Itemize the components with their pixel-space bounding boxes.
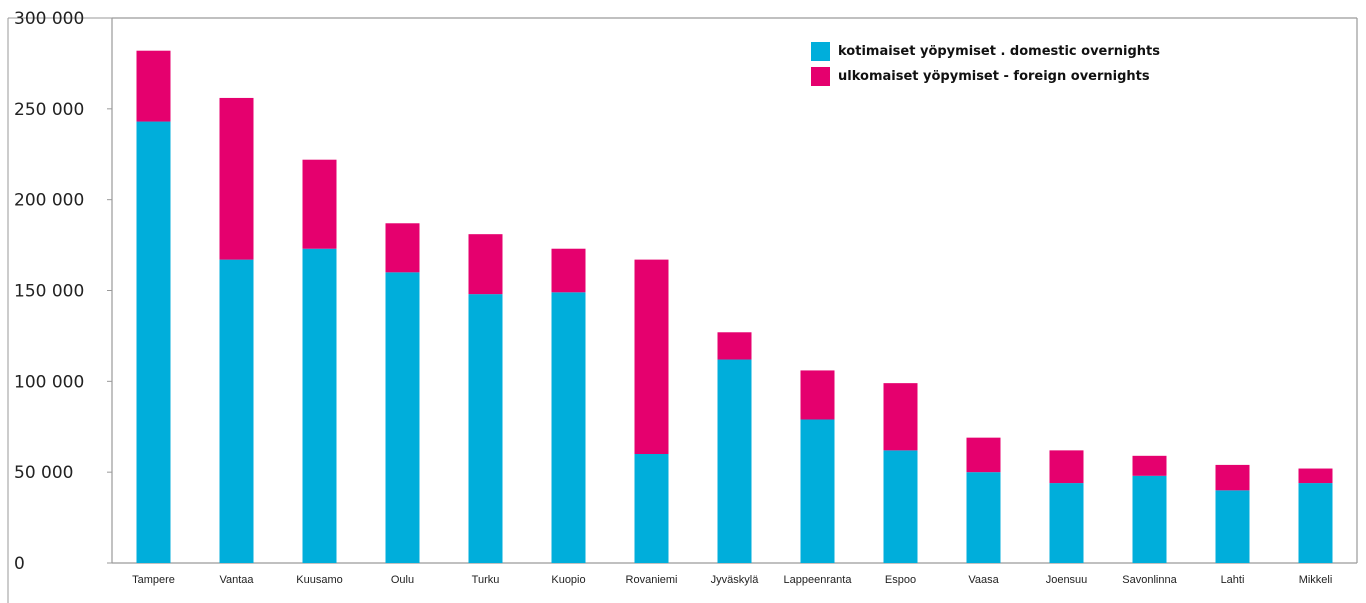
bar-domestic (1298, 483, 1333, 563)
x-axis-ticks: Tampere Vantaa Kuusamo Oulu Turku Kuopio Rovan… (132, 574, 1332, 586)
bar-foreign (966, 437, 1001, 473)
y-tick-label: 300 000 (14, 9, 84, 29)
bar-domestic (966, 472, 1001, 563)
x-tick-label: Vaasa (968, 574, 999, 586)
y-tick-label: 150 000 (14, 282, 84, 302)
y-tick-label: 100 000 (14, 372, 84, 392)
bar-foreign (634, 259, 669, 454)
bar-domestic (883, 450, 918, 563)
bar-foreign (717, 332, 752, 360)
x-tick-label: Lappeenranta (784, 574, 853, 586)
x-tick-label: Joensuu (1046, 574, 1088, 586)
x-tick-label: Rovaniemi (626, 574, 678, 586)
bar-foreign (1049, 450, 1084, 484)
x-tick-label: Kuusamo (296, 574, 342, 586)
bar-domestic (1132, 475, 1167, 563)
bar-foreign (385, 223, 420, 273)
bar-foreign (302, 159, 337, 249)
bar-foreign (1298, 468, 1333, 484)
x-tick-label: Mikkeli (1299, 574, 1333, 586)
bar-domestic (800, 419, 835, 563)
x-tick-label: Savonlinna (1122, 574, 1177, 586)
bar-domestic (634, 454, 669, 563)
x-tick-label: Lahti (1221, 574, 1245, 586)
y-tick-label: 50 000 (14, 463, 73, 483)
x-tick-label: Jyväskylä (711, 574, 760, 586)
bar-foreign (800, 370, 835, 420)
legend-swatch-foreign (811, 67, 830, 86)
y-tick-label: 250 000 (14, 100, 84, 120)
bar-domestic (385, 272, 420, 563)
x-tick-label: Oulu (391, 574, 414, 586)
bars (136, 50, 1333, 564)
legend: kotimaiset yöpymiset . domestic overnigh… (811, 42, 1160, 86)
bar-foreign (468, 234, 503, 295)
bar-domestic (468, 294, 503, 563)
bar-foreign (1215, 464, 1250, 491)
bar-foreign (883, 383, 918, 451)
bar-domestic (551, 292, 586, 563)
bar-foreign (1132, 455, 1167, 476)
bar-domestic (302, 248, 337, 563)
x-tick-label: Turku (472, 574, 500, 586)
x-tick-label: Espoo (885, 574, 916, 586)
bar-domestic (219, 259, 254, 563)
bar-domestic (1049, 483, 1084, 563)
y-tick-label: 200 000 (14, 191, 84, 211)
x-tick-label: Vantaa (219, 574, 254, 586)
y-axis-ticks: 0 50 000 100 000 150 000 200 000 250 000 300 0… (14, 9, 112, 574)
bar-domestic (717, 359, 752, 563)
x-tick-label: Tampere (132, 574, 175, 586)
y-tick-label: 0 (14, 554, 25, 574)
legend-label-domestic: kotimaiset yöpymiset . domestic overnigh… (838, 44, 1160, 59)
legend-swatch-domestic (811, 42, 830, 61)
legend-label-foreign: ulkomaiset yöpymiset - foreign overnight… (838, 69, 1150, 84)
bar-foreign (136, 50, 171, 122)
bar-domestic (1215, 490, 1250, 563)
x-tick-label: Kuopio (551, 574, 585, 586)
bar-foreign (219, 97, 254, 260)
bar-foreign (551, 248, 586, 293)
bar-domestic (136, 121, 171, 564)
